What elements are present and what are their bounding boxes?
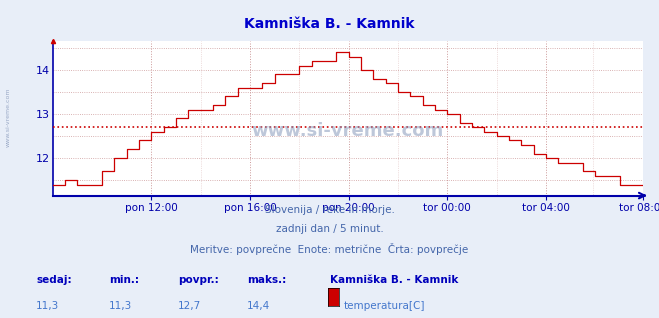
Text: Kamniška B. - Kamnik: Kamniška B. - Kamnik — [244, 17, 415, 31]
Text: maks.:: maks.: — [247, 275, 287, 285]
Text: Meritve: povprečne  Enote: metrične  Črta: povprečje: Meritve: povprečne Enote: metrične Črta:… — [190, 243, 469, 255]
Text: 14,4: 14,4 — [247, 301, 270, 310]
Text: povpr.:: povpr.: — [178, 275, 219, 285]
Text: www.si-vreme.com: www.si-vreme.com — [5, 88, 11, 148]
Text: 12,7: 12,7 — [178, 301, 201, 310]
Text: sedaj:: sedaj: — [36, 275, 72, 285]
Text: www.si-vreme.com: www.si-vreme.com — [252, 122, 444, 140]
Text: zadnji dan / 5 minut.: zadnji dan / 5 minut. — [275, 224, 384, 234]
Text: temperatura[C]: temperatura[C] — [344, 301, 426, 310]
Text: 11,3: 11,3 — [36, 301, 59, 310]
Text: Slovenija / reke in morje.: Slovenija / reke in morje. — [264, 205, 395, 215]
Text: 11,3: 11,3 — [109, 301, 132, 310]
Text: Kamniška B. - Kamnik: Kamniška B. - Kamnik — [330, 275, 458, 285]
Text: min.:: min.: — [109, 275, 139, 285]
